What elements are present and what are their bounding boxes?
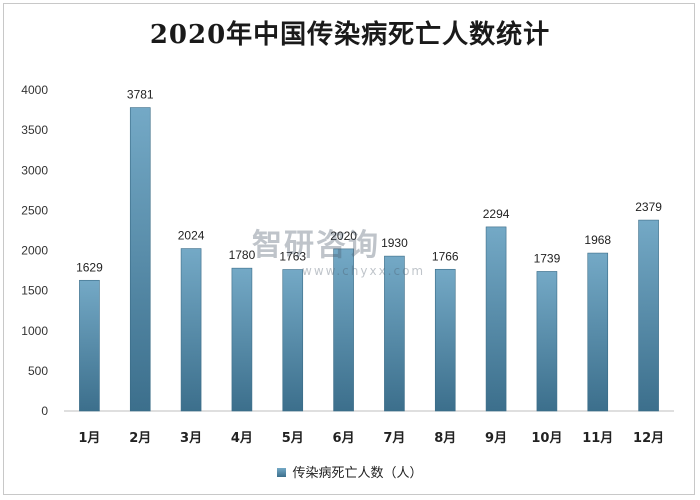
y-tick-label: 0 bbox=[41, 404, 48, 418]
x-tick-label: 7月 bbox=[383, 431, 405, 446]
bar bbox=[485, 226, 507, 412]
bar bbox=[536, 271, 558, 412]
x-tick-label: 9月 bbox=[485, 431, 507, 446]
y-tick-label: 4000 bbox=[21, 83, 48, 97]
y-tick-label: 2500 bbox=[21, 203, 48, 217]
data-label: 3781 bbox=[127, 88, 154, 102]
data-label: 1780 bbox=[229, 248, 256, 262]
bar bbox=[333, 248, 354, 412]
bar bbox=[282, 269, 304, 412]
x-tick-label: 5月 bbox=[282, 431, 304, 446]
data-label: 2294 bbox=[483, 207, 510, 221]
bar bbox=[129, 107, 151, 412]
x-tick-label: 12月 bbox=[633, 431, 664, 446]
legend-label: 传染病死亡人数（人） bbox=[292, 466, 423, 481]
bar bbox=[384, 255, 405, 412]
x-tick-label: 4月 bbox=[231, 431, 253, 446]
bar bbox=[587, 252, 609, 412]
data-label: 2379 bbox=[635, 200, 662, 214]
data-label: 1763 bbox=[279, 250, 306, 264]
bar bbox=[434, 268, 456, 412]
x-tick-label: 2月 bbox=[129, 431, 151, 446]
bar bbox=[231, 267, 253, 412]
data-label: 1968 bbox=[584, 233, 611, 247]
bar bbox=[180, 248, 202, 412]
x-tick-label: 1月 bbox=[78, 431, 100, 446]
data-label: 1629 bbox=[76, 260, 103, 274]
y-tick-label: 2000 bbox=[21, 244, 48, 258]
y-tick-label: 3500 bbox=[21, 123, 48, 137]
x-tick-label: 3月 bbox=[180, 431, 202, 446]
chart-legend: 传染病死亡人数（人） bbox=[0, 462, 700, 481]
legend-swatch bbox=[277, 468, 287, 477]
bar bbox=[638, 219, 659, 412]
bar bbox=[79, 279, 100, 412]
y-tick-label: 3000 bbox=[21, 163, 48, 177]
data-label: 1739 bbox=[534, 251, 561, 265]
data-label: 2020 bbox=[330, 229, 357, 243]
x-tick-label: 8月 bbox=[434, 431, 456, 446]
y-tick-label: 1500 bbox=[21, 284, 48, 298]
data-label: 1766 bbox=[432, 249, 459, 263]
data-label: 1930 bbox=[381, 236, 408, 250]
chart-title: 2020年中国传染病死亡人数统计 bbox=[149, 20, 551, 50]
y-tick-label: 500 bbox=[28, 364, 48, 378]
x-tick-label: 6月 bbox=[333, 431, 355, 446]
x-tick-label: 11月 bbox=[582, 431, 613, 446]
x-tick-label: 10月 bbox=[531, 431, 562, 446]
y-tick-label: 1000 bbox=[21, 324, 48, 338]
data-label: 2024 bbox=[178, 229, 205, 243]
